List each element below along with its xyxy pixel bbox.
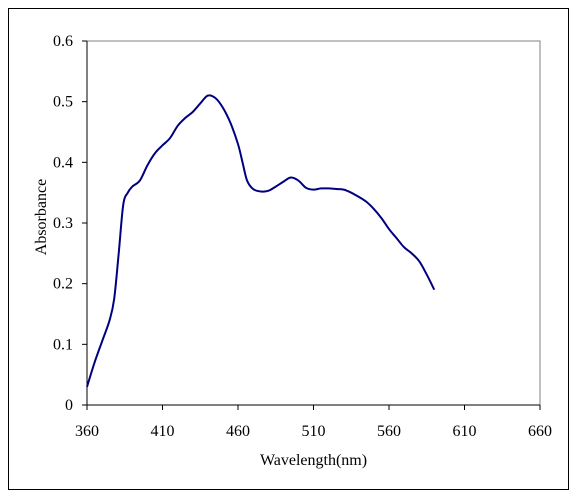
x-axis-ticks: 360 410 460 510 560 610 660 <box>75 405 552 440</box>
x-tick-label: 510 <box>302 423 326 440</box>
y-tick-label: 0.4 <box>53 154 73 171</box>
y-tick-label: 0.6 <box>53 33 73 50</box>
x-axis-title: Wavelength(nm) <box>260 452 367 469</box>
y-axis-title: Absorbance <box>33 179 50 255</box>
y-axis-ticks: 0 0.1 0.2 0.3 0.4 0.5 0.6 <box>53 33 87 414</box>
x-tick-label: 660 <box>528 423 552 440</box>
x-tick-label: 410 <box>151 423 175 440</box>
x-tick-label: 610 <box>453 423 477 440</box>
plot-area <box>86 40 541 406</box>
y-tick-label: 0.2 <box>53 276 73 293</box>
series-layer <box>86 94 436 388</box>
absorbance-series-line <box>86 94 436 388</box>
x-tick-label: 560 <box>377 423 401 440</box>
x-tick-label: 460 <box>226 423 250 440</box>
x-tick-label: 360 <box>75 423 99 440</box>
y-tick-label: 0 <box>65 397 73 414</box>
y-tick-label: 0.1 <box>53 336 73 353</box>
y-tick-label: 0.3 <box>53 215 73 232</box>
y-tick-label: 0.5 <box>53 94 73 111</box>
